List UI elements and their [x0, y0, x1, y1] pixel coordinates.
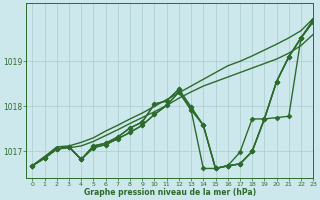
X-axis label: Graphe pression niveau de la mer (hPa): Graphe pression niveau de la mer (hPa): [84, 188, 256, 197]
